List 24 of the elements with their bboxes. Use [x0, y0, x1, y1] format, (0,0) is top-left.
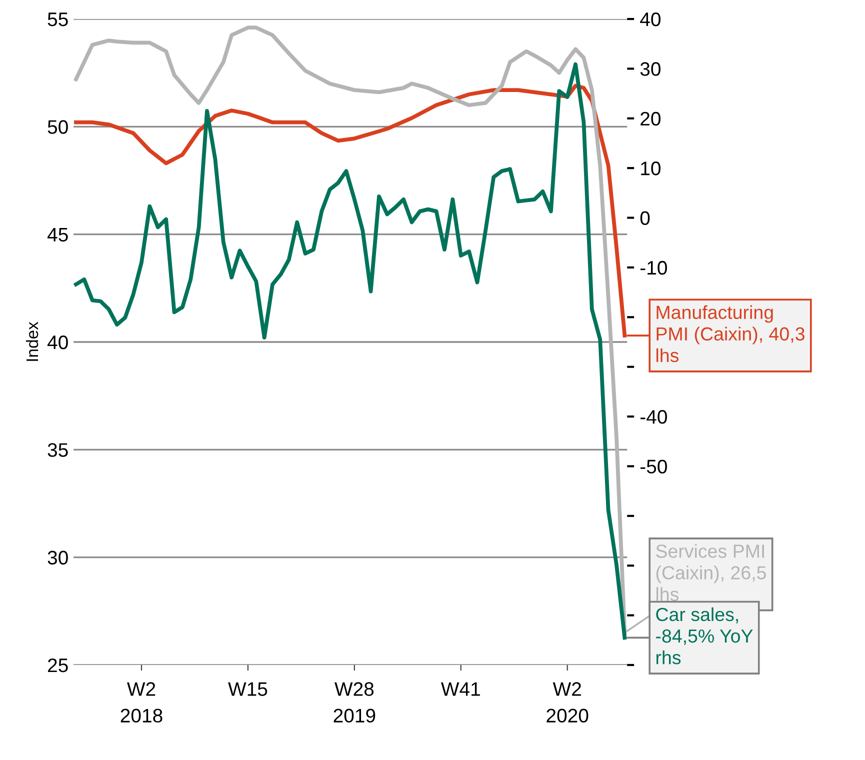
y2-tick-label: -10 [640, 260, 667, 275]
y2-tick-label: 40 [640, 12, 660, 26]
x-tick-label: W28 2019 [334, 682, 376, 723]
y-tick-label: 45 [47, 228, 68, 242]
y2-tick-label: 10 [641, 162, 660, 176]
y-tick-label: 55 [48, 12, 68, 26]
y-tick-label: 30 [48, 550, 68, 565]
series-label: Car sales, -84,5% YoY rhs [656, 607, 753, 664]
y-tick-label: 40 [47, 335, 68, 350]
x-tick-label: W41 [440, 682, 480, 696]
y2-tick-label: 30 [640, 62, 660, 76]
y2-tick-label: -40 [640, 410, 667, 424]
y2-tick-label: 0 [640, 211, 650, 226]
legend-label: Manufacturing PMI (Caixin), 40,3 lhs [656, 305, 804, 362]
y-tick-label: 50 [48, 120, 68, 134]
y-tick-label: 25 [48, 658, 68, 672]
x-tick-label: W15 [228, 682, 268, 696]
x-tick-label: W2 2018 [120, 682, 162, 723]
y2-tick-label: 20 [640, 112, 660, 126]
y-tick-label: 35 [48, 443, 68, 457]
y-axis-title: Index [26, 322, 38, 361]
y2-tick-label: -50 [640, 460, 667, 474]
series-label: Services PMI (Caixin), 26,5 lhs [656, 544, 766, 601]
x-tick-label: W2 2020 [546, 682, 588, 723]
